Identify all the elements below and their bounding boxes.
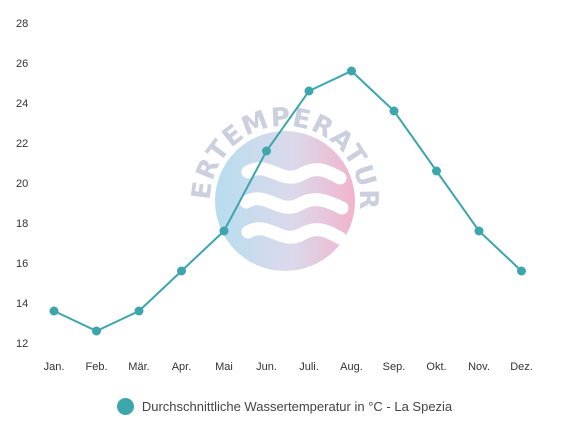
data-point[interactable]: [389, 106, 399, 116]
y-tick-label: 20: [16, 178, 28, 190]
legend-label: Durchschnittliche Wassertemperatur in °C…: [141, 399, 453, 414]
data-point[interactable]: [219, 226, 229, 236]
data-point[interactable]: [517, 266, 526, 276]
data-point[interactable]: [474, 226, 484, 236]
data-point[interactable]: [432, 166, 441, 176]
x-tick-label: Dez.: [510, 361, 533, 373]
x-tick-label: Aug.: [340, 361, 363, 373]
x-tick-label: Nov.: [468, 361, 490, 373]
y-tick-label: 18: [16, 218, 28, 230]
legend-marker-icon: [116, 398, 134, 415]
x-axis-ticks: Jan. Feb. Mär. Apr. Mai Jun. Juli. Aug. Sep. Okt.…: [44, 361, 533, 373]
x-tick-label: Juli.: [299, 361, 319, 373]
x-tick-label: Mai: [215, 361, 233, 373]
watermark-logo: WASSERTEMPERATUR.ORG: [0, 0, 382, 271]
y-axis-ticks: 12 14 16 18 20 22 24 26 28: [16, 18, 28, 350]
chart-legend[interactable]: Durchschnittliche Wassertemperatur in °C…: [0, 398, 569, 415]
y-tick-label: 26: [16, 58, 28, 70]
data-point[interactable]: [177, 266, 186, 276]
data-point[interactable]: [347, 66, 356, 76]
x-tick-label: Jun.: [256, 361, 277, 373]
x-tick-label: Feb.: [85, 361, 107, 373]
y-tick-label: 14: [16, 298, 28, 310]
data-point[interactable]: [304, 86, 314, 96]
x-tick-label: Jan.: [44, 361, 65, 373]
y-tick-label: 12: [16, 338, 28, 350]
data-point[interactable]: [262, 146, 271, 156]
x-tick-label: Okt.: [426, 361, 446, 373]
data-point[interactable]: [49, 306, 59, 316]
y-tick-label: 22: [16, 138, 28, 150]
y-tick-label: 16: [16, 258, 28, 270]
series-layer: [49, 66, 526, 336]
y-tick-label: 28: [16, 18, 28, 30]
y-tick-label: 24: [16, 98, 28, 110]
watermark-waves-icon: [239, 162, 349, 245]
x-tick-label: Mär.: [128, 361, 149, 373]
x-tick-label: Apr.: [172, 361, 192, 373]
x-tick-label: Sep.: [383, 361, 406, 373]
data-point[interactable]: [134, 306, 144, 316]
series-line: [53, 69, 523, 333]
data-point[interactable]: [92, 326, 101, 336]
